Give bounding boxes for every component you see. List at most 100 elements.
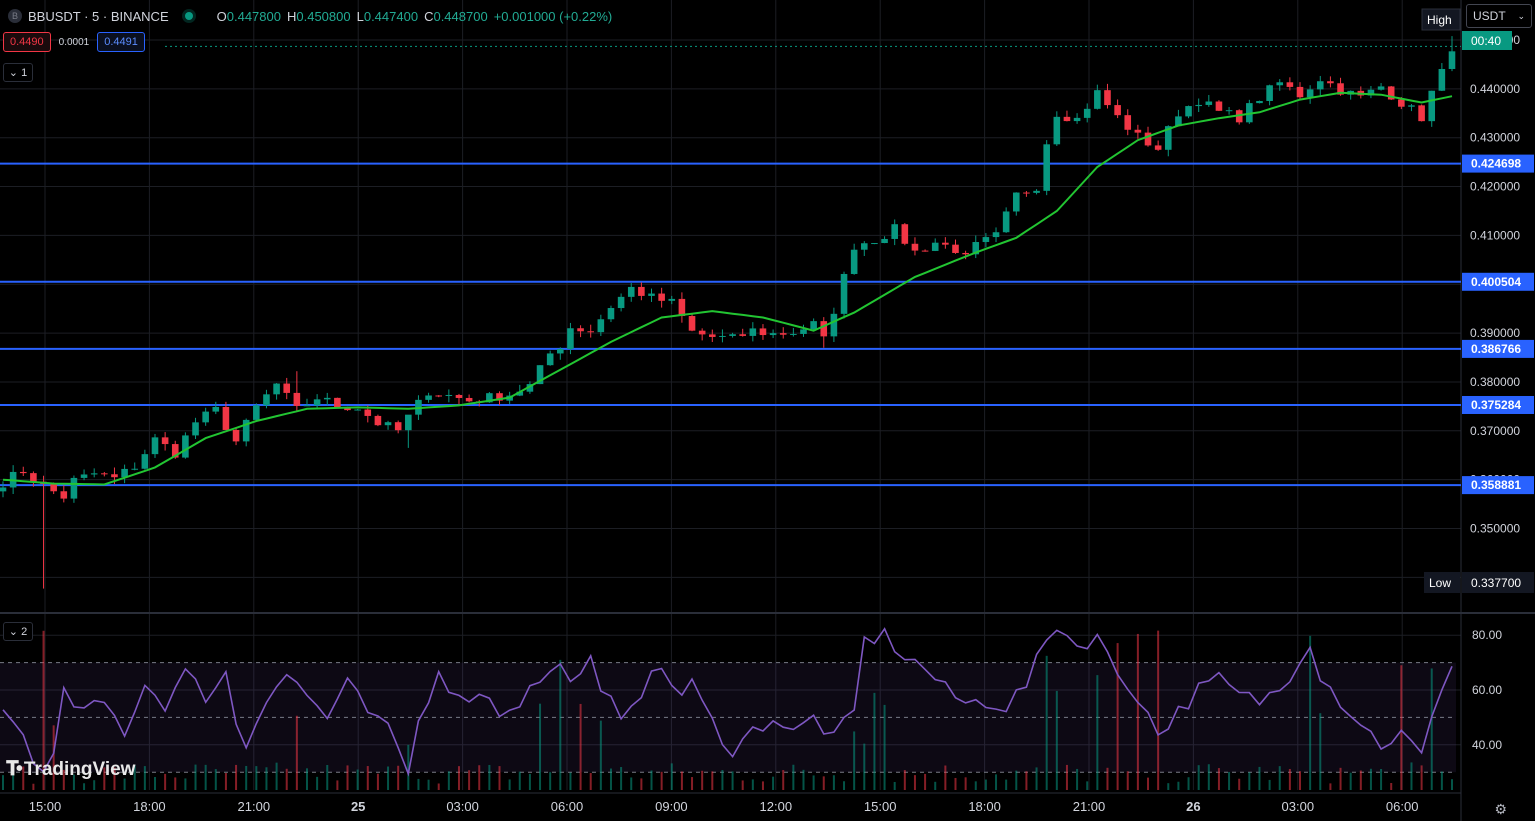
candle[interactable] [1246,99,1253,124]
candle[interactable] [1185,105,1192,119]
candle[interactable] [698,328,706,341]
candle[interactable] [1164,125,1172,157]
candle[interactable] [617,293,625,312]
candle[interactable] [384,420,392,430]
candle[interactable] [1154,140,1162,151]
candle[interactable] [313,394,321,410]
candle[interactable] [1327,76,1334,88]
candle[interactable] [1266,84,1273,106]
candle[interactable] [830,307,838,342]
candle[interactable] [334,397,341,409]
candle[interactable] [567,322,574,355]
candle[interactable] [232,427,240,446]
candle[interactable] [263,389,270,409]
candle[interactable] [1124,109,1132,136]
candle[interactable] [1073,113,1081,124]
candle[interactable] [70,475,78,503]
candle[interactable] [394,420,402,434]
candle[interactable] [779,327,787,339]
candle[interactable] [1134,124,1142,139]
candle[interactable] [1276,79,1284,91]
candle[interactable] [19,466,27,476]
candle[interactable] [891,219,898,246]
horizontal-line-label[interactable]: 0.400504 [1462,272,1534,291]
candle[interactable] [800,324,807,337]
candle[interactable] [861,241,868,257]
candle[interactable] [354,408,361,411]
candle[interactable] [1225,106,1233,115]
candle[interactable] [90,468,98,478]
candle[interactable] [1256,100,1263,104]
candle[interactable] [1377,83,1385,91]
candle[interactable] [516,384,524,397]
candle[interactable] [962,250,969,260]
candle[interactable] [1418,104,1425,122]
candle[interactable] [80,469,88,481]
candle[interactable] [1448,36,1456,72]
candle[interactable] [212,401,220,415]
candle[interactable] [192,417,199,439]
candle[interactable] [161,432,169,451]
candle[interactable] [131,462,139,471]
pane1-collapse-button[interactable]: ⌄ 1 [3,63,33,82]
candle[interactable] [121,464,128,484]
candle[interactable] [303,398,311,407]
candle[interactable] [850,243,858,275]
candle[interactable] [638,282,645,301]
candle[interactable] [1195,98,1202,113]
candle[interactable] [587,324,594,338]
candle[interactable] [425,392,432,403]
candle[interactable] [557,347,564,360]
candle[interactable] [1367,85,1375,99]
candle[interactable] [283,377,291,400]
candle[interactable] [759,324,767,340]
candle[interactable] [293,371,301,411]
candle[interactable] [982,233,990,248]
gear-icon[interactable]: ⚙ [1494,801,1507,817]
candle[interactable] [607,305,615,323]
candle[interactable] [729,332,736,338]
candle[interactable] [1043,140,1050,196]
candle[interactable] [30,471,37,487]
candle[interactable] [992,227,1000,243]
candle[interactable] [253,403,260,422]
candle[interactable] [222,401,230,431]
sell-price-button[interactable]: 0.4490 [3,32,51,52]
candle[interactable] [840,271,848,319]
pane2-collapse-button[interactable]: ⌄ 2 [3,622,33,641]
candle[interactable] [1053,111,1061,146]
candle[interactable] [952,239,959,254]
candle[interactable] [901,223,909,246]
candle[interactable] [323,392,331,406]
candle[interactable] [1002,207,1010,233]
horizontal-line-label[interactable]: 0.424698 [1462,154,1534,173]
candle[interactable] [455,393,463,405]
candle[interactable] [658,287,665,308]
candle[interactable] [101,471,108,477]
horizontal-line-label[interactable]: 0.386766 [1462,339,1534,358]
candle[interactable] [1012,192,1020,216]
symbol-logo-icon[interactable]: B [8,9,22,23]
candle[interactable] [273,383,280,400]
candle[interactable] [871,243,878,245]
candle[interactable] [678,292,686,323]
candle[interactable] [1104,83,1111,109]
candle[interactable] [0,481,7,498]
candle[interactable] [881,236,888,244]
candle[interactable] [709,329,716,343]
candle[interactable] [931,238,939,252]
candle[interactable] [445,389,453,403]
currency-select[interactable]: USDT ⌄ [1466,4,1532,28]
candle[interactable] [1083,103,1091,123]
candle[interactable] [790,327,797,337]
candle[interactable] [749,322,757,342]
candle[interactable] [1306,85,1314,104]
candle[interactable] [60,485,68,503]
candle[interactable] [1205,94,1213,107]
candle[interactable] [921,249,929,252]
horizontal-line-label[interactable]: 0.375284 [1462,395,1534,414]
tradingview-logo[interactable]: 𝐓• TradingView [6,758,135,781]
candle[interactable] [597,314,605,337]
candle[interactable] [182,432,189,459]
